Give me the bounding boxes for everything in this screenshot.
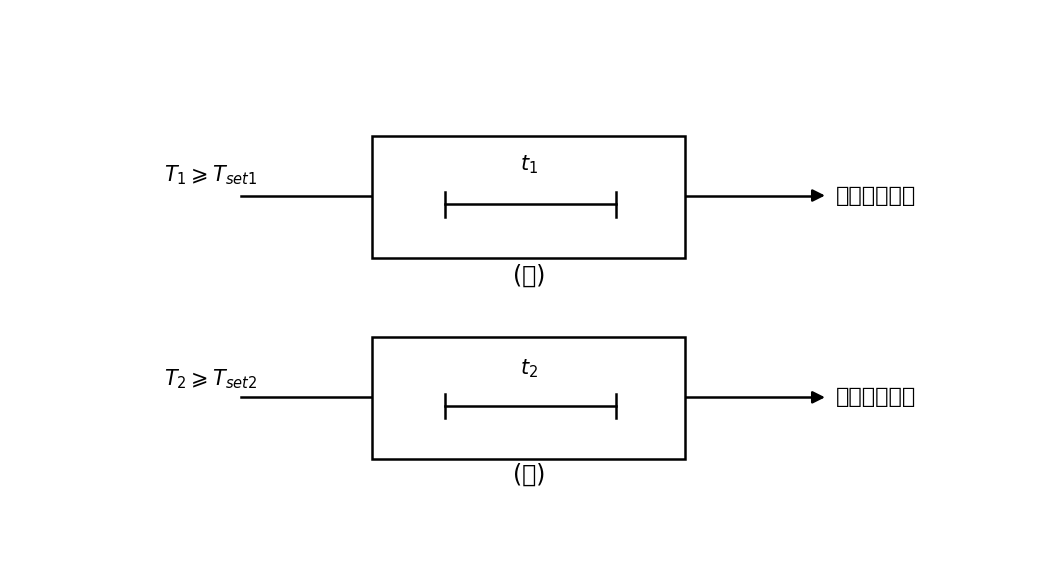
Text: $t_2$: $t_2$ xyxy=(520,357,538,380)
Text: 跳馈线断路器: 跳馈线断路器 xyxy=(836,185,916,206)
Text: (ｂ): (ｂ) xyxy=(513,463,545,487)
Text: $T_1\geqslant T_{set1}$: $T_1\geqslant T_{set1}$ xyxy=(164,164,257,187)
Text: 跳馈线断路器: 跳馈线断路器 xyxy=(836,387,916,407)
Text: (ａ): (ａ) xyxy=(513,263,545,287)
Bar xyxy=(372,338,685,460)
Text: $t_1$: $t_1$ xyxy=(520,153,538,176)
Text: $T_2\geqslant T_{set2}$: $T_2\geqslant T_{set2}$ xyxy=(164,368,257,391)
Bar xyxy=(372,136,685,257)
